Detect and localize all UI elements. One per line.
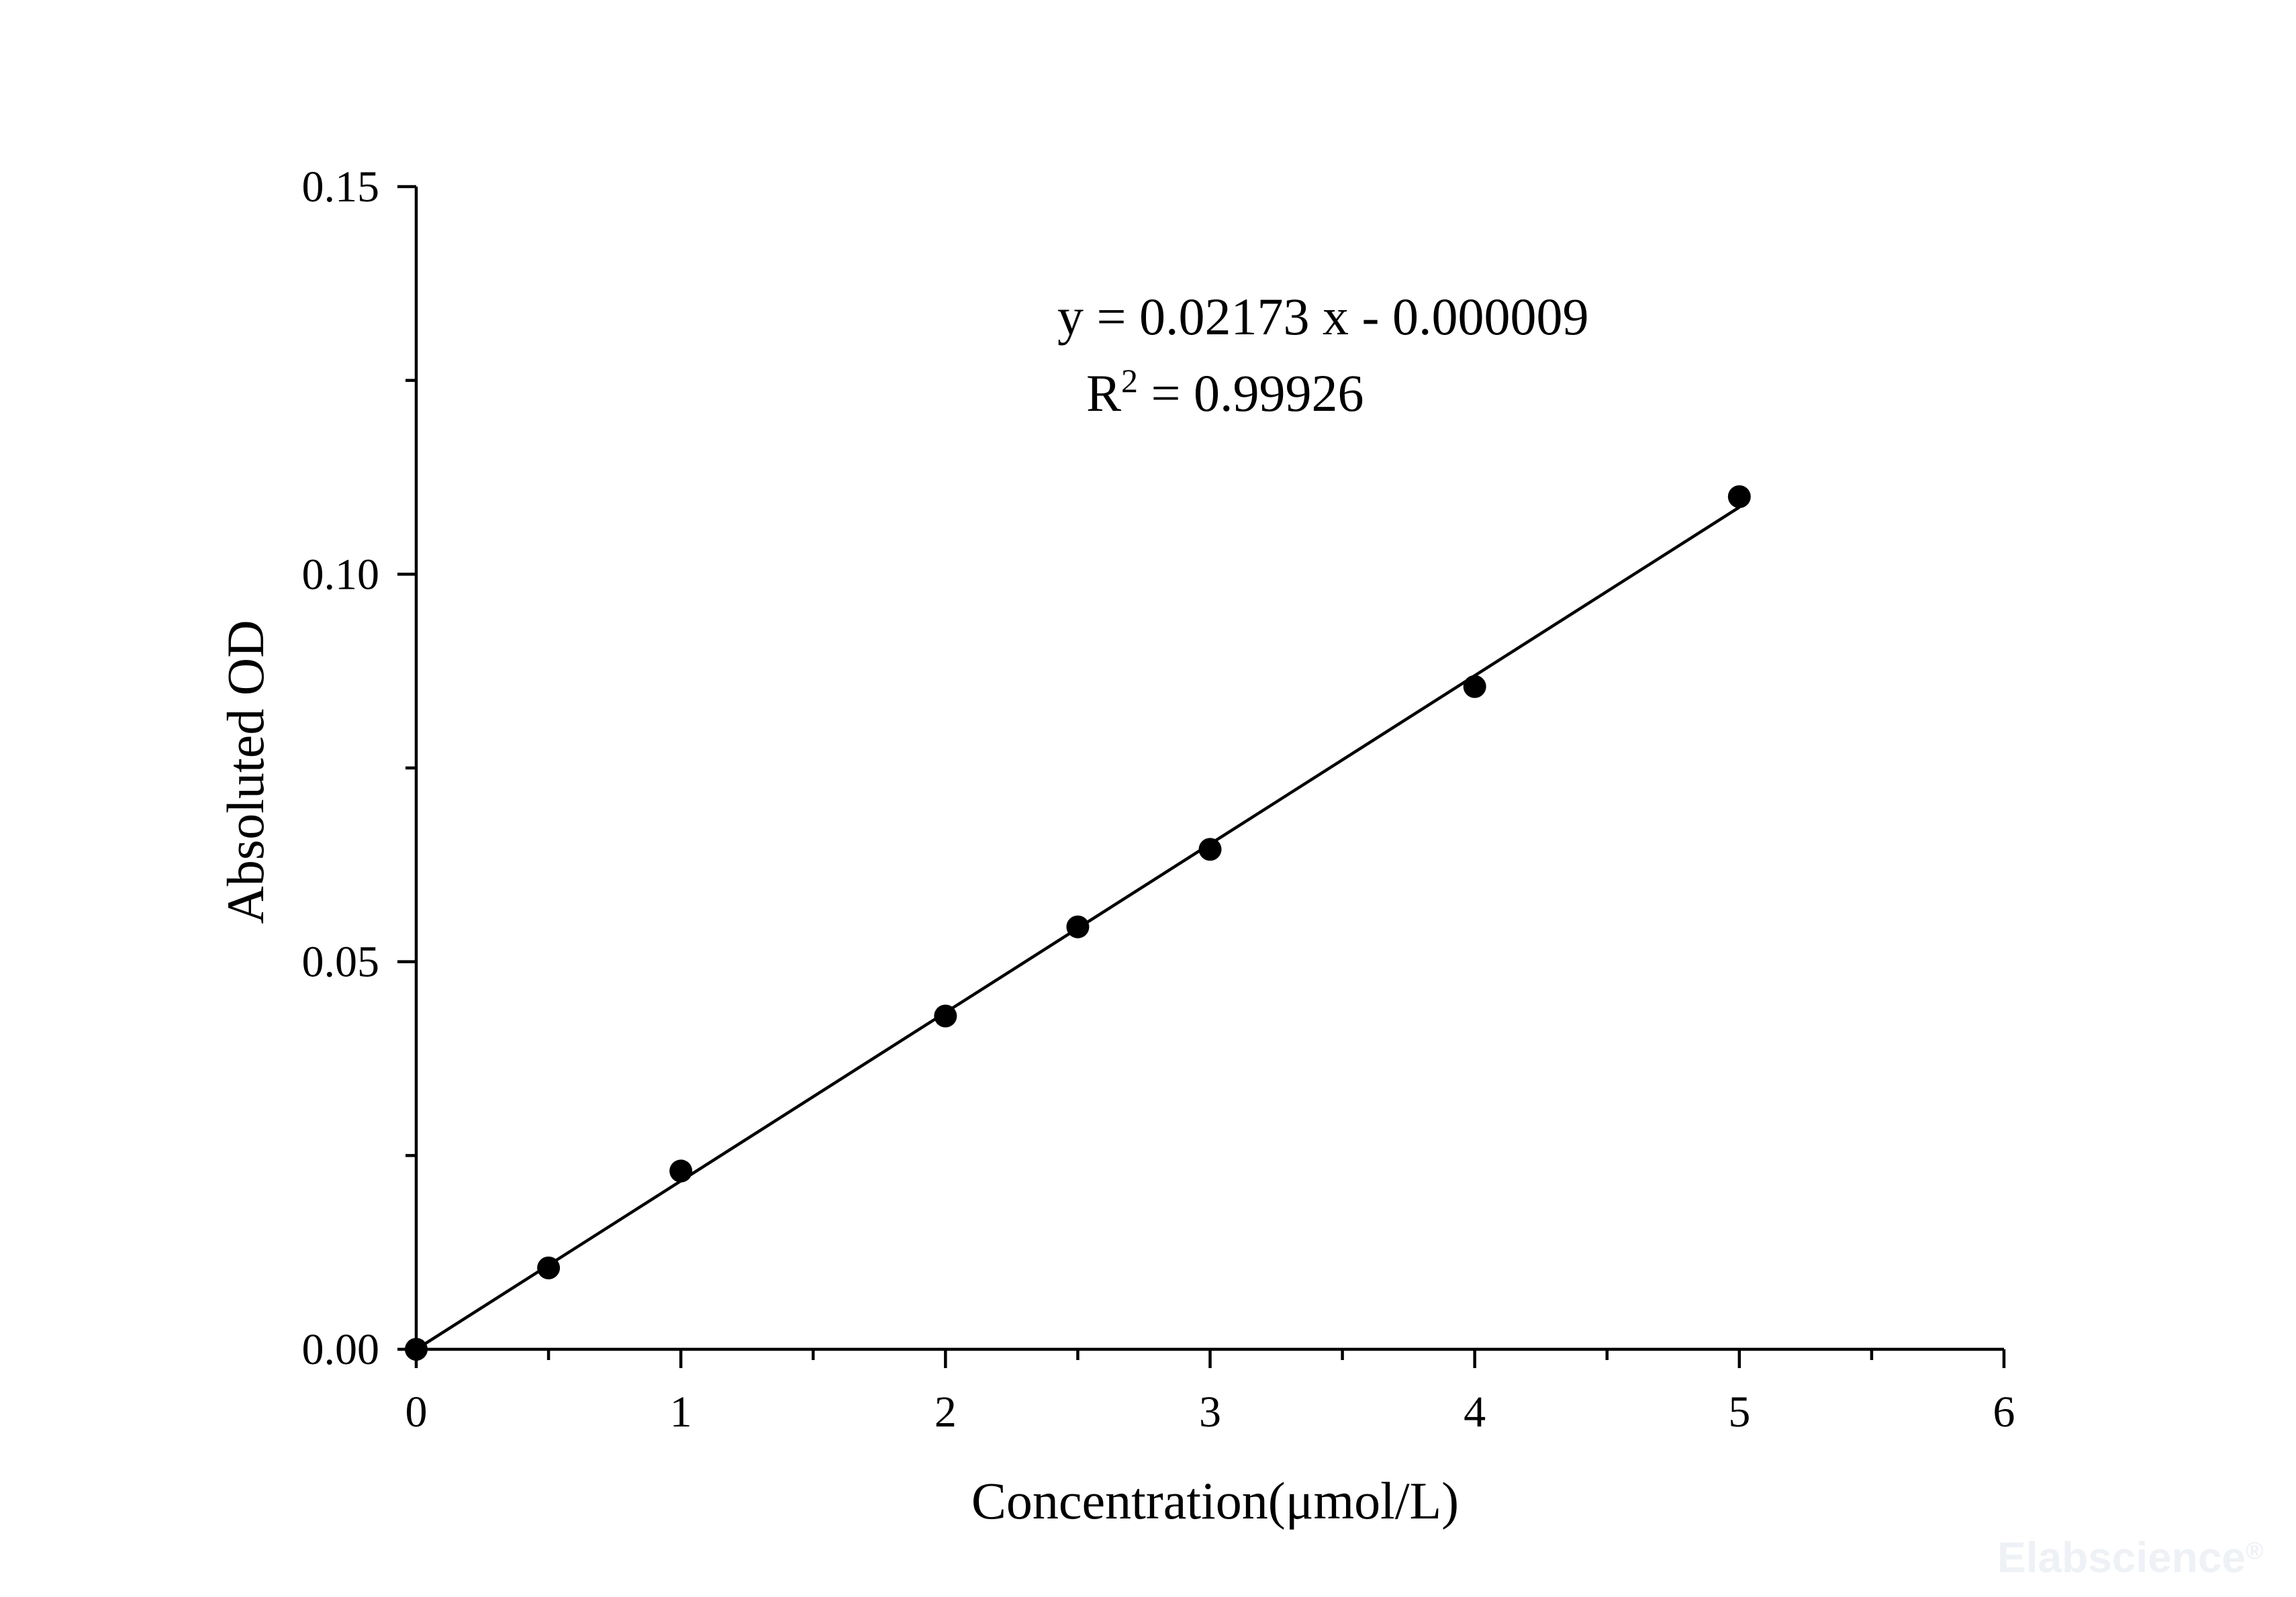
x-tick-label: 1: [670, 1388, 692, 1437]
x-tick-label: 5: [1728, 1388, 1750, 1437]
x-ticks: 0 1 2 3 4 5 6: [405, 1349, 2015, 1437]
y-tick-label: 0.10: [302, 550, 380, 599]
r-squared-exponent: 2: [1121, 362, 1138, 399]
y-tick-label: 0.15: [302, 162, 380, 211]
fit-equation: y = 0.02173 x - 0.000009: [1057, 287, 1588, 346]
x-tick-label: 6: [1993, 1388, 2015, 1437]
watermark-registered-mark: ®: [2246, 1537, 2264, 1564]
data-point: [934, 1004, 957, 1028]
y-tick-label: 0.00: [302, 1325, 380, 1374]
watermark-logo: Elabscience®: [1997, 1533, 2264, 1582]
axes: [414, 187, 2004, 1351]
data-point: [1727, 485, 1751, 508]
x-tick-label: 2: [935, 1388, 957, 1437]
data-point: [1463, 675, 1486, 698]
data-point: [1066, 915, 1090, 938]
x-tick-label: 3: [1199, 1388, 1221, 1437]
watermark-text: Elabscience: [1997, 1533, 2246, 1582]
data-point: [669, 1159, 693, 1183]
x-axis-title: Concentration(μmol/L): [971, 1471, 1459, 1530]
r-squared-prefix: R: [1086, 364, 1121, 422]
y-ticks: 0.00 0.05 0.10 0.15: [302, 162, 416, 1374]
x-tick-label: 0: [405, 1388, 428, 1437]
data-points: [405, 485, 1751, 1361]
r-squared-value: = 0.99926: [1138, 364, 1364, 422]
x-tick-label: 4: [1464, 1388, 1486, 1437]
data-point: [1198, 838, 1222, 861]
r-squared-label: R2 = 0.99926: [1086, 362, 1364, 422]
y-axis-title: Absoluted OD: [216, 620, 275, 924]
data-point: [405, 1338, 428, 1361]
y-tick-label: 0.05: [302, 938, 380, 987]
data-point: [537, 1256, 561, 1279]
